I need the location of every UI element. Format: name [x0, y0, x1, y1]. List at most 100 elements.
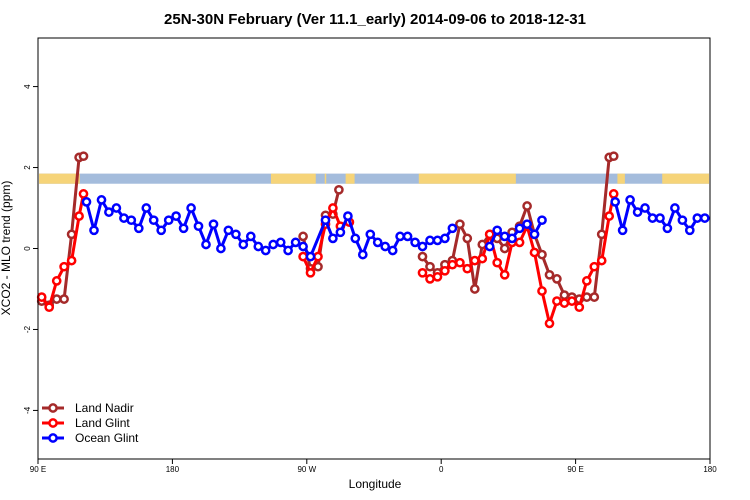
ocean-glint-point	[514, 223, 525, 234]
ocean-glint-point	[148, 215, 159, 226]
land-strip-span-0	[39, 173, 80, 184]
land-glint-point	[499, 269, 510, 280]
ocean-glint-point	[178, 223, 189, 234]
ocean-glint-point	[320, 215, 331, 226]
land-glint-point	[469, 255, 480, 266]
ocean-glint-point	[343, 211, 353, 221]
land-nadir-point	[425, 261, 435, 272]
x-tick-label: 90 E	[567, 465, 583, 474]
ocean-glint-point	[111, 203, 122, 213]
ocean-glint-point	[126, 215, 137, 226]
chart-title: 25N-30N February (Ver 11.1_early) 2014-0…	[164, 11, 586, 28]
ocean-glint-point	[662, 223, 673, 234]
ocean-glint-point	[81, 197, 92, 207]
ocean-glint-point	[335, 227, 346, 238]
land-nadir-point	[417, 251, 428, 262]
land-glint-point	[59, 261, 69, 272]
land-glint-point	[589, 261, 600, 272]
land-strip-span-1	[270, 173, 316, 184]
ocean-glint-point	[365, 229, 376, 240]
land-glint-point	[328, 203, 338, 213]
ocean-glint-point	[677, 215, 688, 226]
land-strip-span-6	[662, 173, 709, 184]
x-axis: 90 E 180 90 W 0 90 E 180	[30, 459, 717, 474]
ocean-glint-point	[223, 225, 234, 236]
land-glint-point	[432, 271, 443, 282]
land-glint-point	[66, 255, 77, 266]
land-nadir-point	[608, 151, 619, 162]
x-tick-label: 90 E	[30, 465, 46, 474]
series-ocean-glint	[81, 195, 710, 262]
land-glint-point	[567, 296, 577, 306]
ocean-glint-point	[380, 241, 391, 252]
land-nadir-point	[59, 294, 69, 304]
land-glint-point	[608, 189, 619, 199]
land-glint-point	[492, 257, 503, 268]
land-glint-point	[455, 257, 465, 268]
land-glint-point	[604, 211, 615, 221]
land-nadir-point	[589, 292, 600, 302]
land-glint-point	[574, 302, 585, 313]
ocean-glint-point	[647, 213, 658, 223]
y-tick-label: 4	[23, 84, 32, 89]
land-strip-span-5	[617, 173, 625, 184]
land-strip-span-3	[345, 173, 355, 184]
land-glint-point	[74, 211, 84, 221]
land-nadir-point	[552, 274, 562, 284]
land-strip-span-2	[324, 173, 327, 184]
ocean-glint-point	[640, 203, 650, 213]
land-glint-point	[477, 253, 488, 264]
ocean-glint-point	[245, 231, 256, 242]
x-tick-label: 180	[166, 465, 180, 474]
ocean-glint-point	[201, 239, 211, 250]
land-glint-point	[581, 276, 592, 286]
ocean-glint-point	[529, 229, 540, 240]
ocean-glint-point	[395, 231, 405, 242]
ocean-glint-point	[186, 203, 196, 213]
ocean-glint-point	[655, 213, 665, 223]
ocean-glint-point	[699, 213, 710, 223]
ocean-glint-point	[193, 221, 204, 232]
y-axis-label: XCO2 - MLO trend (ppm)	[0, 181, 13, 316]
land-glint-line-0	[40, 193, 85, 309]
ocean-glint-point	[625, 195, 635, 205]
ocean-glint-point	[208, 219, 219, 230]
ocean-glint-point	[670, 203, 680, 213]
ocean-glint-point	[484, 241, 495, 252]
ocean-glint-point	[610, 197, 621, 207]
land-glint-point	[484, 229, 495, 240]
ocean-glint-point	[260, 245, 271, 256]
ocean-glint-point	[238, 239, 249, 250]
land-nadir-point	[78, 151, 89, 162]
y-axis: -4 -2 0 2 4	[23, 84, 38, 414]
land-glint-point	[462, 263, 473, 274]
ocean-glint-point	[440, 233, 450, 244]
land-glint-point	[537, 286, 547, 296]
ocean-glint-point	[119, 213, 129, 223]
ocean-glint-point	[425, 235, 435, 246]
legend-label-land-glint: Land Glint	[75, 416, 130, 430]
ocean-glint-point	[231, 229, 241, 240]
ocean-glint-point	[692, 213, 703, 223]
land-glint-point	[51, 276, 62, 286]
legend-marker-land-glint	[48, 418, 58, 428]
ocean-glint-point	[499, 231, 510, 242]
y-tick-label: 0	[23, 246, 32, 251]
legend-label-land-nadir: Land Nadir	[75, 401, 134, 415]
land-glint-point	[559, 298, 570, 308]
land-glint-point	[78, 189, 89, 199]
land-glint-point	[544, 318, 555, 329]
land-glint-point	[552, 296, 562, 306]
land-glint-point	[417, 267, 428, 278]
land-glint-point	[514, 237, 525, 248]
ocean-glint-point	[357, 249, 368, 260]
ocean-glint-point	[275, 237, 286, 248]
land-nadir-point	[499, 243, 510, 254]
ocean-glint-point	[617, 225, 628, 236]
ocean-glint-point	[268, 239, 279, 250]
land-glint-point	[313, 251, 323, 262]
ocean-glint-point	[216, 243, 226, 254]
ocean-glint-point	[447, 223, 458, 234]
ocean-glint-point	[298, 241, 308, 252]
